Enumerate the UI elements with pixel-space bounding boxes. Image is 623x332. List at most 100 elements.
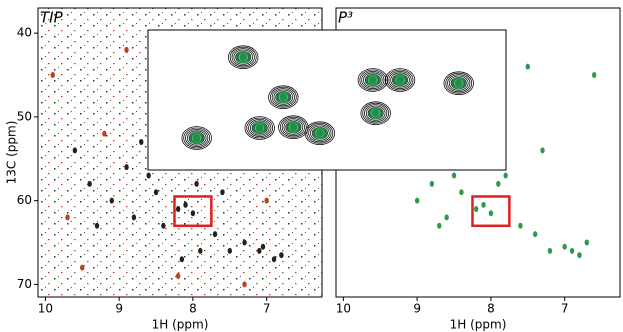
x-tick-label: 9 xyxy=(413,302,421,316)
peak xyxy=(547,247,553,254)
peak xyxy=(444,214,449,221)
peak xyxy=(139,139,144,146)
contour-peak xyxy=(276,90,291,104)
y-tick-label: 70 xyxy=(17,277,32,291)
contour-level xyxy=(283,119,304,135)
peak xyxy=(532,231,538,238)
contour-level xyxy=(268,85,299,109)
contour-level xyxy=(363,72,383,88)
contour-level xyxy=(451,76,466,90)
contour-peak xyxy=(252,121,267,135)
peak xyxy=(50,72,55,79)
peak xyxy=(414,197,420,204)
peak xyxy=(175,206,181,213)
x-tick-label: 7 xyxy=(561,302,569,316)
contour-level xyxy=(370,108,382,119)
peak xyxy=(525,63,530,70)
contour-level xyxy=(233,49,254,65)
contour-peak xyxy=(451,76,466,90)
peak xyxy=(65,214,70,221)
inset-frame xyxy=(147,29,507,171)
contour-level xyxy=(231,48,255,67)
contour-peak xyxy=(312,126,327,140)
contour-level xyxy=(276,90,291,104)
x-tick-label: 9 xyxy=(115,302,123,316)
contour-level xyxy=(453,78,465,89)
contour-level xyxy=(183,127,211,149)
highlight-box xyxy=(173,195,213,228)
contour-level xyxy=(186,130,207,146)
contour-level xyxy=(281,118,305,137)
x-tick-label: 10 xyxy=(336,302,351,316)
peak xyxy=(124,46,129,53)
contour-level xyxy=(447,74,471,93)
y-axis-label: 13C (ppm) xyxy=(5,121,19,185)
peak xyxy=(72,147,78,154)
contour-peak xyxy=(392,73,408,87)
peak xyxy=(87,180,92,187)
contour-level xyxy=(388,71,412,90)
contour-level xyxy=(269,86,297,108)
panel-title: P³ xyxy=(338,9,353,27)
x-tick-label: 10 xyxy=(38,302,53,316)
contour-level xyxy=(246,117,274,139)
contour-level xyxy=(390,72,410,88)
y-tick-label: 60 xyxy=(17,193,32,207)
peak xyxy=(161,222,166,229)
contour-level xyxy=(448,75,469,91)
contour-level xyxy=(445,72,473,94)
peak xyxy=(198,247,203,254)
peak xyxy=(220,189,225,196)
contour-level xyxy=(237,52,249,63)
x-axis-label: 1H (ppm) xyxy=(152,318,209,332)
peak xyxy=(496,180,501,187)
contour-level xyxy=(289,123,298,132)
contour-level xyxy=(304,121,336,145)
y-tick-label: 40 xyxy=(17,26,32,40)
peak xyxy=(80,264,85,271)
peak xyxy=(473,206,479,213)
contour-level xyxy=(255,124,264,132)
peak xyxy=(540,147,545,154)
peak xyxy=(242,239,247,246)
contour-peak xyxy=(365,73,380,87)
peak xyxy=(279,252,284,259)
contour-level xyxy=(279,93,288,102)
peak xyxy=(429,180,435,187)
peak xyxy=(584,239,590,246)
contour-level xyxy=(312,126,327,140)
contour-level xyxy=(386,69,414,91)
contour-level xyxy=(306,122,334,144)
peak xyxy=(153,189,159,196)
contour-level xyxy=(286,120,301,134)
peak xyxy=(257,247,262,254)
contour-level xyxy=(279,116,307,138)
peak xyxy=(577,252,582,259)
peak xyxy=(264,197,269,204)
peak xyxy=(459,189,464,196)
contour-level xyxy=(191,133,203,144)
peak xyxy=(94,222,100,229)
contour-level xyxy=(249,120,270,136)
contour-level xyxy=(228,45,259,70)
contour-level xyxy=(236,51,251,64)
contour-level xyxy=(357,68,389,92)
peak xyxy=(562,243,567,250)
contour-peak xyxy=(181,126,212,150)
contour-level xyxy=(361,71,385,90)
peak xyxy=(488,210,494,217)
contour-level xyxy=(271,88,295,107)
peak xyxy=(260,243,266,250)
contour-level xyxy=(244,116,275,140)
peak xyxy=(212,231,218,238)
contour-level xyxy=(443,71,474,95)
contour-level xyxy=(189,131,204,145)
contour-level xyxy=(278,115,309,139)
contour-peak xyxy=(236,51,251,64)
contour-level xyxy=(185,128,209,147)
contour-level xyxy=(315,129,324,138)
contour-level xyxy=(384,68,416,92)
contour-level xyxy=(308,124,332,143)
peak xyxy=(179,256,185,263)
